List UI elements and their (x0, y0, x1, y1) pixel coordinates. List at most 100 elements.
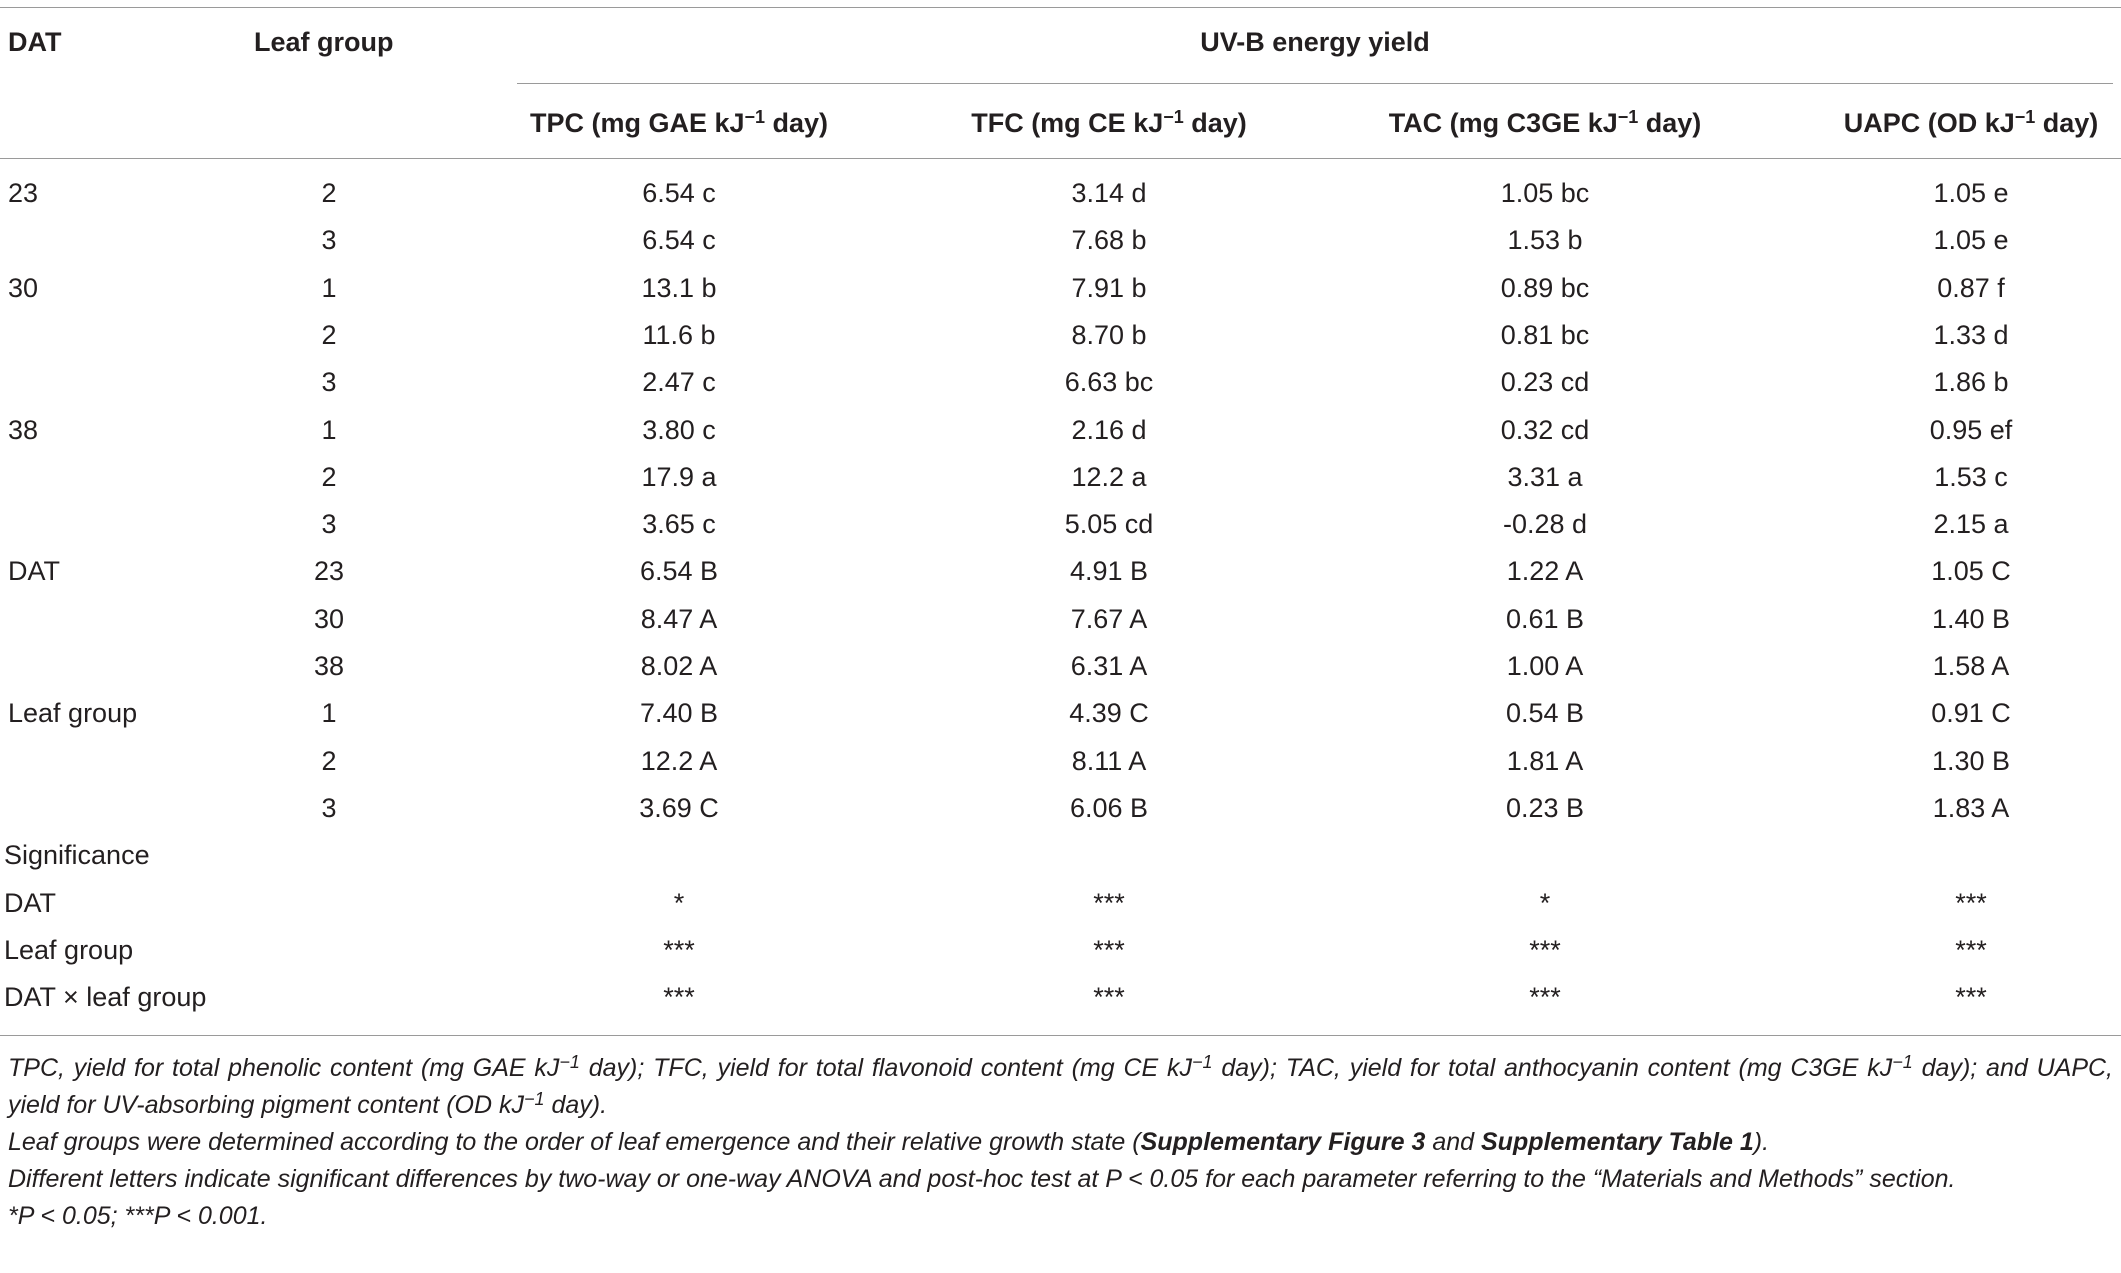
table-cell: 1.53 b (1507, 225, 1583, 256)
table-cell: -0.28 d (1502, 509, 1588, 540)
footnote: Different letters indicate significant d… (8, 1165, 1956, 1193)
table-cell: 3.69 C (639, 792, 719, 823)
table-cell: 12.2 A (640, 745, 718, 776)
table-cell: 1.05 bc (1500, 178, 1590, 208)
table-cell: 4.39 C (1069, 698, 1149, 729)
table-cell: 1.30 B (1931, 745, 2011, 776)
row-label: Leaf group (8, 698, 138, 729)
table-cell: 0.32 cd (1500, 414, 1590, 445)
header-cell: TPC (mg GAE kJ−1 day) (529, 107, 829, 138)
table-cell: 6.54 c (642, 225, 716, 256)
table-cell: 3 (321, 509, 337, 540)
row-label: Leaf group (4, 934, 134, 965)
table-cell: *** (1093, 887, 1125, 918)
table-cell: 2.47 c (642, 367, 716, 398)
table-cell: *** (663, 934, 695, 965)
table-cell: 0.61 B (1505, 603, 1585, 634)
table-cell: 1.40 B (1931, 603, 2011, 634)
table-cell: 1.33 d (1933, 319, 2009, 350)
table-cell: *** (1093, 934, 1125, 965)
footnote: TPC, yield for total phenolic content (m… (8, 1052, 2114, 1119)
table-cell: 30 (313, 603, 345, 634)
table-cell: 8.70 b (1071, 319, 1147, 350)
footnotes: TPC, yield for total phenolic content (m… (8, 1050, 2113, 1235)
table-cell: *** (1529, 934, 1561, 965)
header-cell: TFC (mg CE kJ−1 day) (971, 107, 1247, 138)
table-cell: 1.05 e (1933, 225, 2009, 256)
table-cell: 0.54 B (1505, 698, 1585, 729)
table-cell: 6.54 c (642, 178, 716, 208)
table-cell: *** (1955, 887, 1987, 918)
table-cell: 1 (321, 414, 337, 445)
table-cell: 0.81 bc (1500, 319, 1590, 350)
table-cell: 1 (321, 272, 337, 303)
group-rule (517, 83, 2113, 84)
table-cell: *** (663, 982, 695, 1013)
table-cell: * (673, 887, 685, 918)
table-cell: 3.65 c (642, 509, 716, 540)
table-cell: 1.86 b (1933, 367, 2009, 398)
table-cell: 7.67 A (1070, 603, 1148, 634)
table-cell: 8.02 A (640, 651, 718, 681)
header-cell: UAPC (OD kJ−1 day) (1843, 107, 2099, 138)
table-cell: * (1539, 887, 1551, 918)
table-cell: 0.95 ef (1929, 414, 2013, 445)
table-cell: 1.05 C (1931, 556, 2011, 587)
table-cell: 2 (321, 319, 337, 350)
table-cell: 0.23 cd (1500, 367, 1590, 398)
table-cell: 12.2 a (1071, 461, 1147, 492)
header-cell: TAC (mg C3GE kJ−1 day) (1388, 107, 1702, 138)
header-cell: DAT (8, 27, 62, 57)
row-label: 23 (8, 178, 39, 208)
top-rule (0, 7, 2121, 8)
table-cell: 8.47 A (640, 603, 718, 634)
table-cell: 7.68 b (1071, 225, 1147, 256)
table-cell: 7.40 B (639, 698, 719, 729)
table-cell: 4.91 B (1069, 556, 1149, 587)
header-cell: Leaf group (254, 27, 394, 57)
table-cell: *** (1955, 934, 1987, 965)
table-cell: *** (1093, 982, 1125, 1013)
table-cell: 17.9 a (641, 461, 717, 492)
table-cell: *** (1529, 982, 1561, 1013)
table-cell: 7.91 b (1071, 272, 1147, 303)
footnote: *P < 0.05; ***P < 0.001. (8, 1202, 268, 1230)
row-label: Significance (4, 840, 150, 871)
table-cell: 23 (313, 556, 345, 587)
table-cell: 1.81 A (1506, 745, 1584, 776)
table-cell: 0.89 bc (1500, 272, 1590, 303)
table-cell: 2 (321, 745, 337, 776)
table-cell: 1.83 A (1932, 792, 2010, 823)
table-cell: *** (1955, 982, 1987, 1013)
table-cell: 6.06 B (1069, 792, 1149, 823)
table-cell: 1.53 c (1934, 461, 2008, 492)
row-label: DAT (8, 556, 60, 587)
table-cell: 2.15 a (1933, 509, 2009, 540)
table-cell: 1 (321, 698, 337, 729)
table-cell: 8.11 A (1071, 745, 1147, 776)
table-cell: 1.05 e (1933, 178, 2009, 208)
group-header: UV-B energy yield (1200, 27, 1430, 57)
table-cell: 2 (321, 461, 337, 492)
row-label: DAT (4, 887, 56, 918)
header-rule (0, 158, 2121, 159)
table-cell: 6.31 A (1070, 651, 1148, 681)
table-cell: 1.58 A (1932, 651, 2010, 681)
table-cell: 3 (321, 792, 337, 823)
table-cell: 3 (321, 225, 337, 256)
table-cell: 1.22 A (1506, 556, 1584, 587)
table-cell: 0.91 C (1931, 698, 2011, 729)
table-cell: 2.16 d (1071, 414, 1147, 445)
table-cell: 3.31 a (1507, 461, 1583, 492)
table-cell: 6.63 bc (1064, 367, 1154, 398)
table-cell: 2 (321, 178, 337, 208)
table-cell: 3.14 d (1071, 178, 1147, 208)
table-cell: 0.23 B (1505, 792, 1585, 823)
footnote: Leaf groups were determined according to… (8, 1128, 1770, 1156)
table-cell: 6.54 B (639, 556, 719, 587)
row-label: 30 (8, 272, 39, 303)
table-cell: 38 (313, 651, 345, 681)
row-label: DAT × leaf group (4, 982, 207, 1013)
bottom-rule (0, 1035, 2121, 1036)
